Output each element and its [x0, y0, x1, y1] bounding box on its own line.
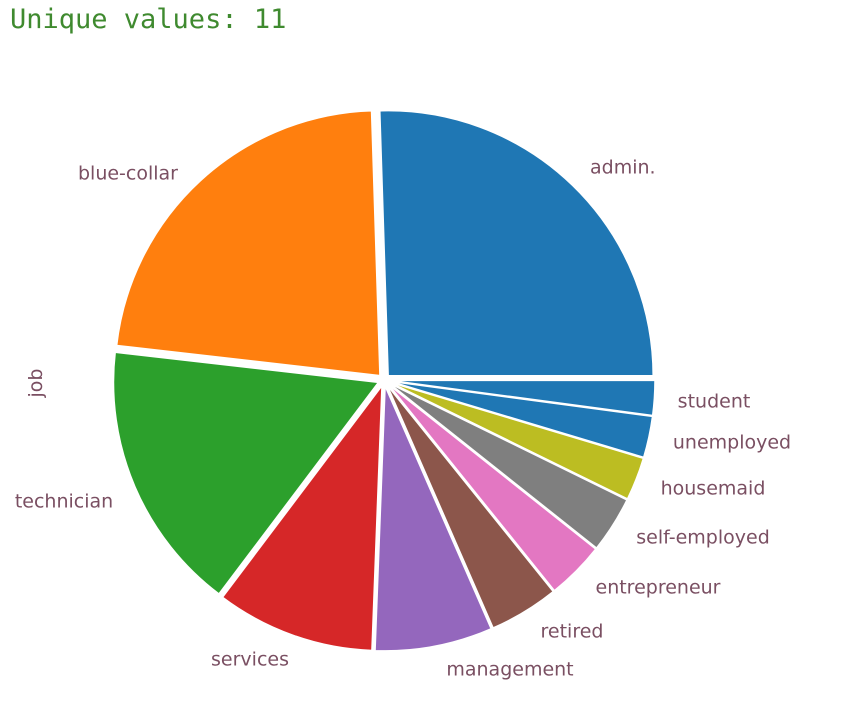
pie-slice-management — [374, 385, 493, 652]
pie-slice-housemaid — [389, 381, 645, 500]
pie-slice-student — [389, 379, 656, 417]
pie-label-blue-collar: blue-collar — [78, 163, 178, 185]
pie-label-admin: admin. — [590, 157, 656, 179]
pie-slice-blue-collar — [115, 109, 381, 377]
pie-label-management: management — [446, 659, 573, 681]
pie-slices — [112, 109, 656, 652]
pie-label-self-employed: self-employed — [636, 527, 770, 549]
pie-slice-unemployed — [389, 380, 654, 459]
pie-label-services: services — [211, 649, 289, 671]
pie-label-retired: retired — [541, 621, 604, 643]
pie-slice-entrepreneur — [387, 383, 597, 592]
pie-slice-services — [221, 383, 383, 652]
pie-labels: admin. blue-collar technician services manag… — [15, 157, 791, 681]
pie-slice-admin — [379, 109, 654, 377]
pie-label-student: student — [678, 391, 751, 413]
pie-label-housemaid: housemaid — [661, 478, 766, 500]
pie-label-entrepreneur: entrepreneur — [596, 577, 721, 599]
pie-label-unemployed: unemployed — [673, 432, 791, 454]
pie-slice-self-employed — [388, 382, 628, 550]
y-axis-label: job — [25, 369, 47, 399]
pie-label-technician: technician — [15, 491, 113, 513]
pie-slice-technician — [112, 351, 380, 596]
pie-slice-retired — [386, 384, 555, 629]
output-header: Unique values: 11 — [10, 4, 287, 35]
